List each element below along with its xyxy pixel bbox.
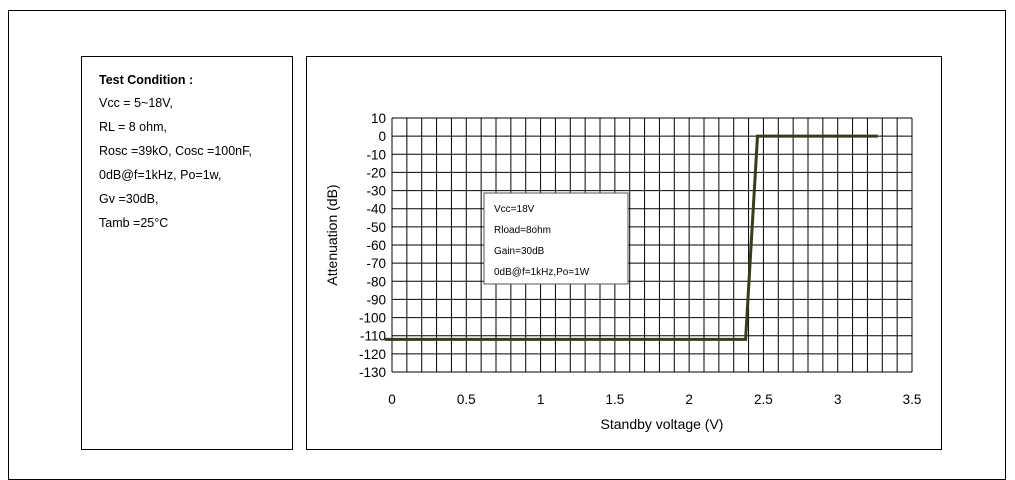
y-tick-label: -70 [366, 256, 386, 271]
chart-panel: 10 0 -10 -20 -30 -40 -50 -60 -70 -80 -90 -100 -110 -1… [306, 56, 942, 450]
y-tick-label: -40 [366, 202, 386, 217]
test-condition-title: Test Condition : [99, 73, 194, 87]
condition-rl: RL = 8 ohm, [99, 120, 167, 134]
legend-line: Gain=30dB [494, 246, 545, 257]
x-tick-label: 3.5 [903, 392, 922, 407]
y-axis-title: Attenuation (dB) [324, 184, 340, 285]
x-tick-label: 2 [685, 392, 693, 407]
y-tick-label: 10 [371, 111, 386, 126]
y-tick-label: -80 [366, 274, 386, 289]
y-axis-ticks: 10 0 -10 -20 -30 -40 -50 -60 -70 -80 -90 -100 -110 -1… [359, 111, 386, 380]
legend-line: Vcc=18V [494, 204, 535, 215]
condition-reference: 0dB@f=1kHz, Po=1w, [99, 168, 222, 182]
x-axis-title: Standby voltage (V) [601, 416, 724, 432]
y-tick-label: -50 [366, 220, 386, 235]
x-tick-label: 0.5 [457, 392, 476, 407]
condition-rosc-cosc: Rosc =39kO, Cosc =100nF, [99, 144, 252, 158]
y-tick-label: -60 [366, 238, 386, 253]
grid [391, 117, 913, 373]
condition-gain: Gv =30dB, [99, 192, 159, 206]
y-tick-label: -130 [359, 365, 386, 380]
series-layer [384, 134, 878, 341]
test-condition-panel: Test Condition : Vcc = 5~18V, RL = 8 ohm… [81, 56, 293, 450]
x-tick-label: 3 [834, 392, 842, 407]
x-tick-label: 1 [537, 392, 545, 407]
x-tick-label: 0 [388, 392, 396, 407]
y-tick-label: -100 [359, 311, 386, 326]
x-tick-label: 1.5 [605, 392, 624, 407]
x-axis-ticks: 0 0.5 1 1.5 2 2.5 3 3.5 [388, 392, 921, 407]
y-tick-label: -10 [366, 147, 386, 162]
series-line [384, 134, 878, 341]
y-tick-label: -120 [359, 347, 386, 362]
y-tick-label: -90 [366, 292, 386, 307]
legend-line: Rload=8ohm [494, 225, 551, 236]
y-tick-label: -110 [360, 329, 386, 344]
legend-frame [483, 192, 629, 285]
y-tick-label: -30 [366, 184, 386, 199]
x-tick-label: 2.5 [754, 392, 773, 407]
condition-vcc: Vcc = 5~18V, [99, 96, 173, 110]
condition-tamb: Tamb =25°C [99, 216, 169, 230]
y-tick-label: 0 [378, 129, 386, 144]
legend-line: 0dB@f=1kHz,Po=1W [494, 267, 590, 278]
attenuation-chart: 100-10-20-30-40-50-60-70-80-90-100-110-1… [324, 111, 921, 432]
legend-box: Vcc=18V Rload=8ohm Gain=30dB 0dB@f=1kHz,Po=… [483, 192, 629, 285]
y-tick-label: -20 [366, 165, 386, 180]
